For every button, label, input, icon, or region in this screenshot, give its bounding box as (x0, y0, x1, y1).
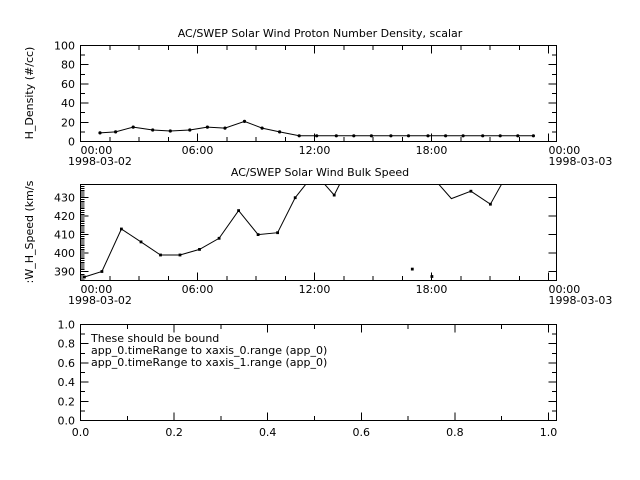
panel-speed-ylabel: :W_H_Speed (km/s (23, 180, 36, 283)
xtick-label: 12:00 (299, 283, 331, 296)
ytick-label: 40 (61, 97, 75, 110)
xtick-label: 1.0 (540, 426, 558, 439)
panel-density-yminorticks (80, 54, 557, 133)
ytick-label: 0.8 (58, 338, 76, 351)
ytick-label: 100 (54, 40, 75, 53)
xtick-label: 18:00 (416, 283, 448, 296)
panel-notes-yticks (80, 324, 557, 421)
panel-notes-annotations: These should be bound app_0.timeRange to… (90, 332, 327, 369)
xtick-datelabel-start: 1998-03-02 (68, 155, 132, 168)
xtick-label: 0.8 (446, 426, 464, 439)
panel-density-yticks (80, 45, 557, 142)
xtick-datelabel-start: 1998-03-02 (68, 294, 132, 307)
panel-density-xticks (80, 45, 549, 142)
ytick-label: 60 (61, 78, 75, 91)
xtick-label: 0.6 (353, 426, 371, 439)
panel-density-yticklabels: 100 80 60 40 20 0 (54, 40, 75, 149)
panel-notes-xticks (80, 324, 549, 421)
xtick-label: 0.2 (165, 426, 183, 439)
ytick-label: 430 (54, 192, 75, 205)
ytick-label: 20 (61, 116, 75, 129)
xtick-label: 12:00 (299, 144, 331, 157)
speed-line (84, 185, 502, 278)
xtick-label: 00:00 (81, 144, 113, 157)
xtick-label: 00:00 (549, 144, 581, 157)
ytick-label: 0.0 (58, 415, 76, 428)
panel-speed: AC/SWEP Solar Wind Bulk Speed :W_H_Speed… (23, 166, 612, 307)
ytick-label: 410 (54, 229, 75, 242)
panel-density-series (98, 119, 536, 138)
xtick-label: 18:00 (416, 144, 448, 157)
xtick-label: 06:00 (182, 144, 214, 157)
ytick-label: 400 (54, 247, 75, 260)
xtick-label: 06:00 (182, 283, 214, 296)
panel-density: AC/SWEP Solar Wind Proton Number Density… (23, 27, 612, 168)
panel-notes-xticklabels: 0.0 0.2 0.4 0.6 0.8 1.0 (72, 426, 558, 439)
panel-notes-yticklabels: 1.0 0.8 0.6 0.4 0.2 0.0 (58, 319, 76, 428)
ytick-label: 1.0 (58, 319, 76, 332)
xtick-label: 00:00 (81, 283, 113, 296)
panel-speed-title: AC/SWEP Solar Wind Bulk Speed (231, 166, 409, 179)
annotation-line: app_0.timeRange to xaxis_1.range (app_0) (91, 356, 327, 369)
panel-notes: 1.0 0.8 0.6 0.4 0.2 0.0 (58, 319, 558, 440)
panel-speed-yticks (80, 197, 557, 272)
xtick-datelabel-end: 1998-03-03 (549, 155, 613, 168)
panel-density-title: AC/SWEP Solar Wind Proton Number Density… (178, 27, 463, 40)
speed-markers (83, 189, 492, 279)
ytick-label: 420 (54, 210, 75, 223)
xtick-label: 0.0 (72, 426, 90, 439)
panel-density-ylabel: H_Density (#/cc) (23, 47, 36, 140)
xtick-label: 00:00 (549, 283, 581, 296)
ytick-label: 0 (68, 136, 75, 149)
xtick-datelabel-end: 1998-03-03 (549, 294, 613, 307)
panel-speed-xticklabels: 00:00 06:00 12:00 18:00 00:00 1998-03-02… (68, 283, 612, 307)
ytick-label: 80 (61, 59, 75, 72)
ytick-label: 0.4 (58, 376, 76, 389)
panel-speed-yticklabels: 390 400 410 420 430 (54, 192, 75, 279)
annotation-line: These should be bound (90, 332, 219, 345)
panel-density-xticklabels: 00:00 06:00 12:00 18:00 00:00 1998-03-02… (68, 144, 612, 168)
annotation-line: app_0.timeRange to xaxis_0.range (app_0) (91, 344, 327, 357)
ytick-label: 0.6 (58, 357, 76, 370)
ytick-label: 0.2 (58, 395, 76, 408)
panel-speed-xticks (80, 272, 549, 281)
density-markers (98, 119, 536, 138)
ytick-label: 390 (54, 266, 75, 279)
xtick-label: 0.4 (259, 426, 277, 439)
panel-speed-series (83, 185, 502, 279)
